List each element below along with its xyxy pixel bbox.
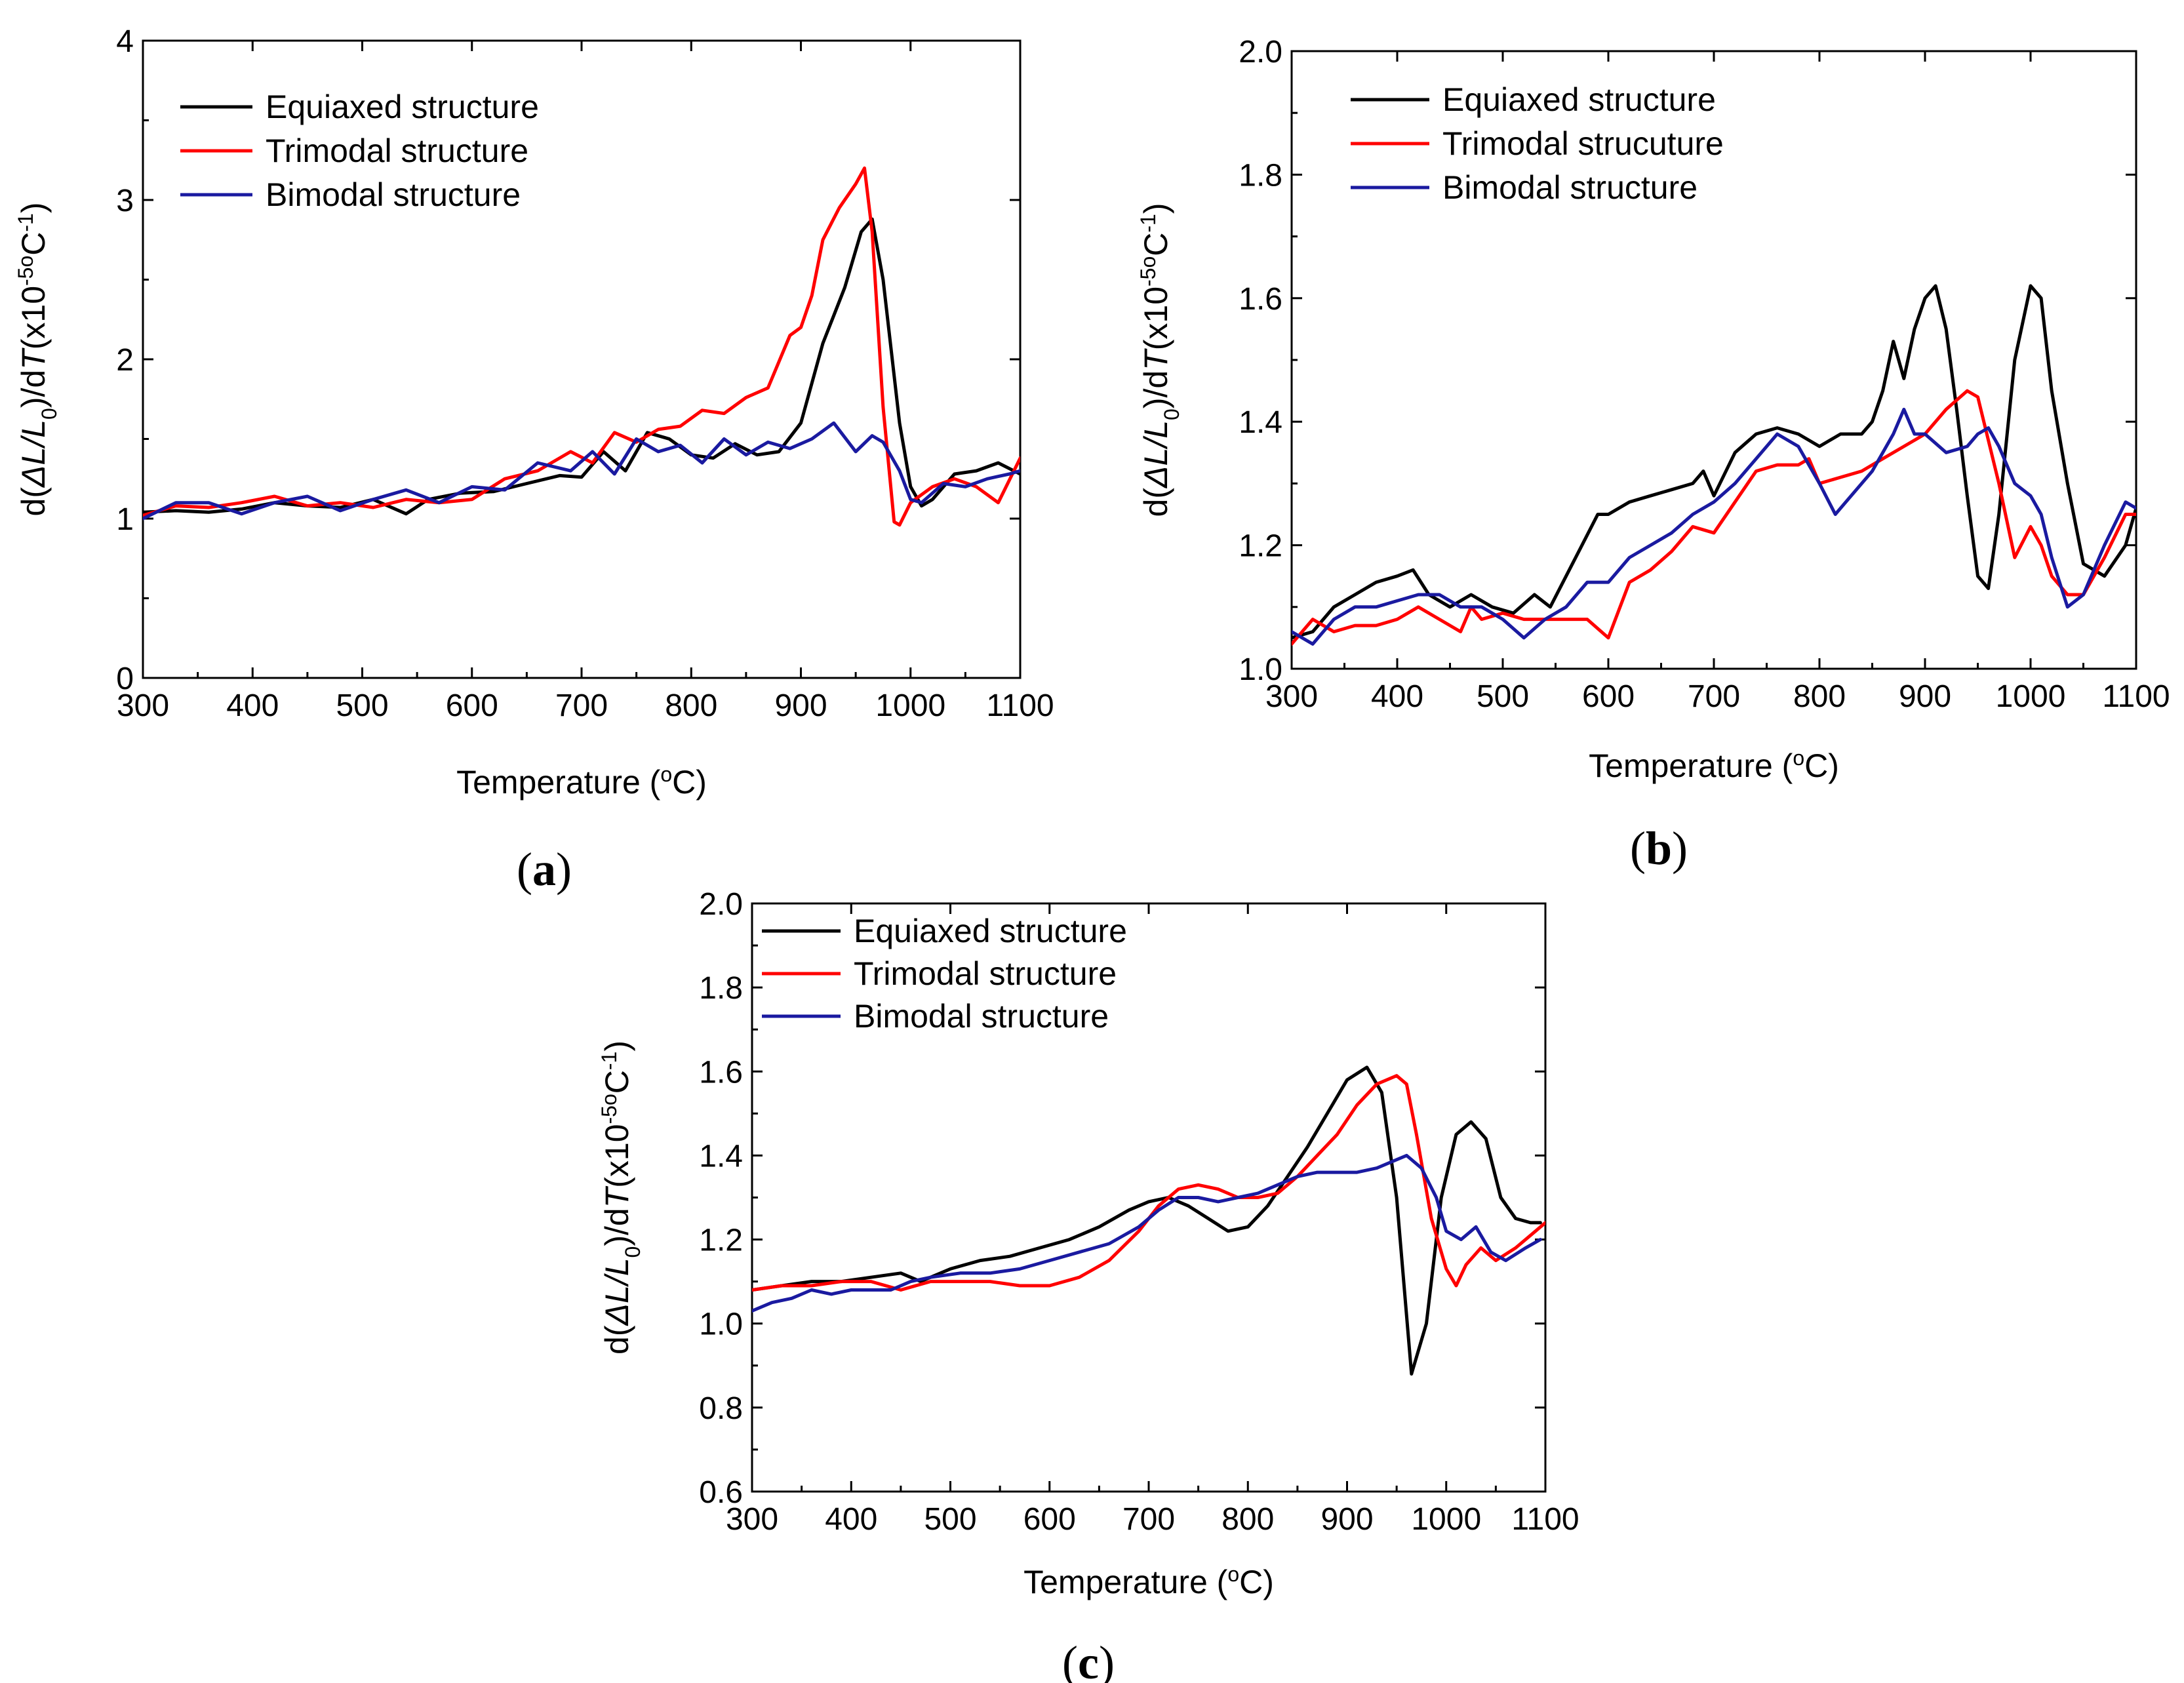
x-tick-label: 800 xyxy=(1221,1502,1274,1537)
chart-panel-a: 300 400 500 600 700 800 900 1000 1100 0 1 2 3 4 Equiax… xyxy=(14,24,1054,896)
x-tick-label: 700 xyxy=(1122,1502,1175,1537)
legend-label: Bimodal structure xyxy=(1442,169,1698,206)
x-tick-label: 600 xyxy=(1582,679,1635,714)
legend-label: Bimodal structure xyxy=(266,176,521,213)
y-tick-label: 1.6 xyxy=(1239,282,1282,317)
legend-label: Trimodal strucuture xyxy=(1442,125,1724,162)
y-axis-label: d(ΔL/L0)/dT(x10-5oC-1) xyxy=(1136,203,1183,517)
y-tick-label: 2 xyxy=(116,343,134,378)
legend-label: Equiaxed structure xyxy=(266,89,539,125)
legend-label: Equiaxed structure xyxy=(854,913,1127,949)
chart-panel-c: 300 400 500 600 700 800 900 1000 1100 0.6 0.8 1.0 1.… xyxy=(597,887,1579,1683)
x-tick-label: 500 xyxy=(1477,679,1529,714)
y-tick-label: 2.0 xyxy=(699,887,743,922)
panel-label: (a) xyxy=(517,843,572,896)
series-line-equiaxed-structure xyxy=(1292,284,2136,640)
y-tick-label: 0.6 xyxy=(699,1475,743,1510)
series-line-trimodal-strucuture xyxy=(1292,389,2136,646)
series-line-trimodal-structure xyxy=(143,166,1020,527)
series-line-bimodal-structure xyxy=(143,421,1020,521)
x-tick-label: 600 xyxy=(446,688,498,723)
y-axis-label: d(ΔL/L0)/dT(x10-5oC-1) xyxy=(14,203,61,517)
y-tick-label: 1.2 xyxy=(699,1223,743,1258)
chart-panel-b: 300 400 500 600 700 800 900 1000 1100 1.0 1.2 1.4 1.… xyxy=(1136,35,2170,875)
legend: Equiaxed structure Trimodal structure Bimo… xyxy=(180,89,539,213)
y-tick-label: 1.2 xyxy=(1239,529,1282,564)
x-tick-label: 1000 xyxy=(1411,1502,1481,1537)
x-tick-label: 900 xyxy=(774,688,827,723)
x-tick-label: 300 xyxy=(1265,679,1318,714)
x-axis-label: Temperature (oC) xyxy=(1023,1562,1274,1600)
legend-label: Trimodal structure xyxy=(854,955,1117,992)
x-tick-label: 900 xyxy=(1320,1502,1373,1537)
x-tick-label: 300 xyxy=(117,688,169,723)
x-tick-label: 800 xyxy=(1793,679,1846,714)
x-tick-label: 500 xyxy=(924,1502,976,1537)
x-tick-label: 1100 xyxy=(1511,1502,1579,1537)
y-tick-label: 2.0 xyxy=(1239,35,1282,69)
legend-label: Bimodal structure xyxy=(854,998,1109,1035)
series-line-trimodal-structure xyxy=(752,1074,1545,1292)
x-tick-label: 500 xyxy=(336,688,388,723)
x-tick-label: 600 xyxy=(1023,1502,1076,1537)
x-tick-label: 400 xyxy=(226,688,279,723)
x-axis-label: Temperature (oC) xyxy=(456,762,707,801)
x-tick-label: 1100 xyxy=(986,688,1054,723)
x-tick-label: 800 xyxy=(665,688,717,723)
y-tick-label: 1.8 xyxy=(1239,158,1282,193)
y-tick-label: 0.8 xyxy=(699,1391,743,1426)
x-tick-label: 300 xyxy=(726,1502,778,1537)
x-axis-label: Temperature (oC) xyxy=(1589,746,1839,784)
x-tick-label: 900 xyxy=(1899,679,1951,714)
y-tick-label: 1.0 xyxy=(699,1307,743,1342)
legend-label: Equiaxed structure xyxy=(1442,81,1716,118)
y-tick-label: 1.6 xyxy=(699,1055,743,1090)
x-tick-label: 700 xyxy=(1688,679,1740,714)
panel-label: (c) xyxy=(1062,1636,1115,1683)
x-tick-label: 1000 xyxy=(1996,679,2066,714)
x-tick-label: 400 xyxy=(1371,679,1423,714)
series-line-bimodal-structure xyxy=(752,1153,1542,1313)
x-tick-label: 400 xyxy=(825,1502,877,1537)
x-tick-label: 1100 xyxy=(2102,679,2170,714)
y-tick-label: 1.4 xyxy=(1239,405,1282,440)
y-tick-label: 1.8 xyxy=(699,971,743,1006)
y-tick-label: 4 xyxy=(116,24,134,59)
legend: Equiaxed structure Trimodal strucuture Bim… xyxy=(1351,81,1724,206)
y-tick-label: 3 xyxy=(116,184,134,218)
y-tick-label: 1.0 xyxy=(1239,652,1282,687)
y-axis-label: d(ΔL/L0)/dT(x10-5oC-1) xyxy=(597,1040,645,1355)
y-tick-label: 0 xyxy=(116,662,134,696)
panel-label: (b) xyxy=(1630,822,1688,875)
x-tick-label: 1000 xyxy=(875,688,945,723)
y-tick-label: 1 xyxy=(116,502,134,537)
y-tick-label: 1.4 xyxy=(699,1139,743,1174)
legend: Equiaxed structure Trimodal structure Bimo… xyxy=(762,913,1127,1035)
series-line-bimodal-structure xyxy=(1292,407,2136,646)
x-tick-label: 700 xyxy=(555,688,608,723)
legend-label: Trimodal structure xyxy=(266,132,528,169)
